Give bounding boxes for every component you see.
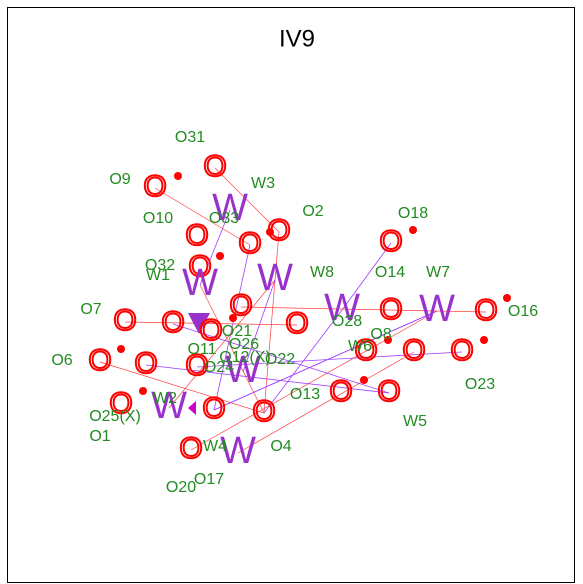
node-label: O17	[194, 471, 224, 488]
node-glyph: O	[179, 432, 202, 465]
frame	[7, 7, 575, 583]
edges	[99, 167, 487, 454]
node-glyph: O	[252, 395, 275, 428]
node-glyph: O	[88, 344, 111, 377]
node-label: O9	[109, 171, 130, 188]
node-label: W8	[310, 264, 334, 281]
node-label: O1	[89, 428, 110, 445]
node-label: O12(X)	[219, 349, 271, 366]
node-glyph: O	[450, 334, 473, 367]
node-glyph: O	[402, 334, 425, 367]
node-label: O33	[209, 210, 239, 227]
node-label: W2	[153, 390, 177, 407]
node-label: O24	[204, 359, 234, 376]
node-glyph: O	[285, 307, 308, 340]
node-label: W5	[403, 413, 427, 430]
node-glyph: O	[229, 289, 252, 322]
node-glyph: W	[212, 187, 248, 229]
node-label: O20	[166, 479, 196, 496]
node-glyph: O	[188, 250, 211, 283]
node-label: W3	[251, 175, 275, 192]
node-label: O2	[302, 203, 323, 220]
node-label: O18	[398, 205, 428, 222]
node-glyph: O	[267, 214, 290, 247]
node-label: O10	[143, 210, 173, 227]
node-label: O13	[290, 386, 320, 403]
node-glyph: O	[185, 219, 208, 252]
node-glyph: O	[202, 392, 225, 425]
node-label: O31	[175, 129, 205, 146]
node-glyph: O	[377, 375, 400, 408]
node-label: O16	[508, 303, 538, 320]
node-glyph: O	[474, 294, 497, 327]
node-glyph: O	[329, 375, 352, 408]
node-glyph: O	[379, 293, 402, 326]
node-glyph: O	[203, 150, 226, 183]
node-glyph: O	[354, 334, 377, 367]
node-label: O32	[145, 257, 175, 274]
node-label: O4	[270, 438, 291, 455]
node-label: O23	[465, 376, 495, 393]
node-label: O11	[187, 341, 216, 358]
node-glyph: W	[419, 288, 455, 330]
node-glyph: O	[238, 227, 261, 260]
node-glyph: O	[199, 314, 222, 347]
node-glyph: W	[182, 262, 218, 304]
node-label: O6	[51, 352, 72, 369]
node-label: O28	[332, 313, 362, 330]
node-glyph: O	[185, 349, 208, 382]
node-label: O14	[375, 264, 405, 281]
node-label: O21	[222, 323, 252, 340]
node-label: W7	[426, 264, 450, 281]
node-label: O26	[229, 336, 259, 353]
node-glyph: W	[324, 287, 360, 329]
node-glyph: O	[379, 225, 402, 258]
node-glyph: W	[225, 349, 261, 391]
node-glyph: O	[161, 306, 184, 339]
title: IV9	[279, 25, 315, 52]
node-label: O8	[370, 326, 391, 343]
node-glyph: O	[109, 387, 132, 420]
markers	[117, 172, 511, 415]
node-label: W6	[348, 338, 372, 355]
node-label: O22	[265, 351, 295, 368]
node-glyph: O	[113, 304, 136, 337]
node-glyph: O	[134, 347, 157, 380]
node-glyph: O	[143, 170, 166, 203]
node-glyph: W	[220, 430, 256, 472]
node-glyph: W	[151, 385, 187, 427]
node-glyph: W	[257, 257, 293, 299]
node-label: W4	[203, 438, 227, 455]
node-label: W1	[146, 267, 170, 284]
node-label: O25(X)	[89, 408, 141, 425]
node-label: O7	[80, 301, 101, 318]
